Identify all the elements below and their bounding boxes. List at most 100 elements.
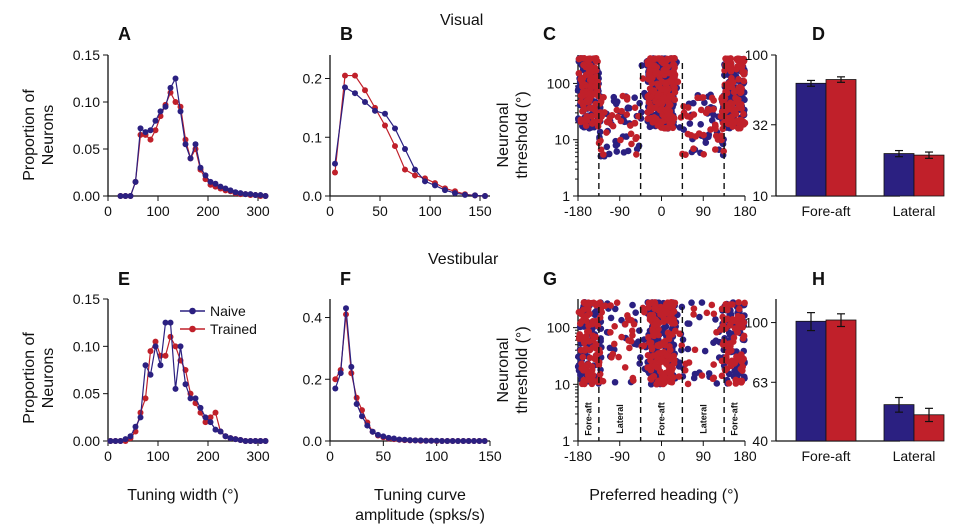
data-point bbox=[736, 124, 744, 132]
legend-naive-marker bbox=[189, 307, 196, 315]
data-point bbox=[177, 343, 184, 350]
data-point bbox=[422, 178, 428, 185]
y-tick-label: 0.15 bbox=[73, 47, 100, 63]
y-tick-label: 32 bbox=[752, 117, 768, 133]
data-point bbox=[611, 340, 618, 348]
data-point bbox=[735, 96, 742, 103]
data-point bbox=[580, 106, 588, 113]
data-point bbox=[192, 395, 199, 402]
data-point bbox=[656, 106, 664, 114]
panel-e: 0 100 200 300 0.00 0.05 0.10 0.15 bbox=[73, 291, 270, 464]
data-point bbox=[337, 370, 344, 377]
data-point bbox=[710, 310, 718, 318]
data-point bbox=[652, 305, 659, 313]
x-tick-label: 100 bbox=[146, 203, 170, 219]
data-point bbox=[650, 61, 658, 69]
data-point bbox=[727, 362, 735, 370]
data-point bbox=[586, 354, 594, 362]
data-point bbox=[740, 77, 748, 85]
data-point bbox=[197, 404, 204, 411]
data-point bbox=[579, 365, 587, 373]
data-point bbox=[162, 103, 169, 110]
data-point bbox=[580, 334, 588, 341]
data-point bbox=[232, 189, 239, 196]
data-point bbox=[660, 94, 668, 102]
data-point bbox=[580, 61, 587, 69]
data-point bbox=[609, 122, 617, 130]
data-point bbox=[407, 437, 413, 444]
data-point bbox=[691, 346, 699, 354]
y-tick-label: 10 bbox=[752, 188, 768, 204]
data-point bbox=[698, 299, 706, 306]
data-point bbox=[586, 104, 593, 112]
data-point bbox=[738, 313, 746, 321]
data-point bbox=[147, 136, 154, 143]
data-point bbox=[591, 311, 599, 319]
data-point bbox=[257, 438, 264, 444]
data-point bbox=[738, 377, 746, 385]
svg-text:Proportion of: Proportion of bbox=[21, 332, 38, 424]
region-label: Lateral bbox=[698, 404, 708, 434]
region-label: Fore-aft bbox=[584, 402, 594, 436]
x-tick-label: 150 bbox=[468, 203, 492, 219]
data-point bbox=[646, 104, 654, 112]
data-point bbox=[587, 67, 595, 75]
data-point bbox=[589, 371, 597, 379]
data-point bbox=[657, 358, 664, 366]
data-point bbox=[675, 373, 683, 380]
x-tick-label: -180 bbox=[564, 203, 592, 219]
data-point bbox=[729, 78, 737, 86]
section-title-vestibular: Vestibular bbox=[428, 251, 499, 268]
data-point bbox=[690, 311, 697, 318]
bar bbox=[795, 320, 827, 442]
data-point bbox=[660, 66, 668, 74]
data-point bbox=[362, 87, 368, 94]
data-point bbox=[172, 75, 179, 82]
y-tick-label: 10 bbox=[554, 376, 570, 392]
panel-b: 0 50 100 150 0.0 0.1 0.2 bbox=[303, 55, 492, 219]
data-point bbox=[592, 351, 600, 359]
data-point bbox=[428, 437, 435, 444]
data-point bbox=[678, 303, 686, 311]
data-point bbox=[700, 150, 708, 158]
svg-text:threshold (°): threshold (°) bbox=[514, 91, 531, 178]
data-point bbox=[222, 433, 229, 440]
data-point bbox=[252, 438, 259, 444]
bar bbox=[825, 79, 857, 197]
data-point bbox=[668, 378, 676, 386]
y-tick-label: 1 bbox=[562, 188, 570, 204]
data-point bbox=[618, 333, 625, 341]
data-point bbox=[663, 55, 671, 63]
data-point bbox=[739, 363, 747, 371]
data-point bbox=[644, 94, 652, 101]
data-point bbox=[433, 437, 440, 444]
data-point bbox=[636, 327, 643, 334]
x-tick-label: 50 bbox=[376, 448, 392, 464]
data-point bbox=[659, 380, 667, 388]
data-point bbox=[727, 68, 735, 75]
series-line-naive bbox=[334, 308, 485, 442]
data-point bbox=[182, 141, 189, 148]
data-point bbox=[661, 337, 669, 345]
data-point bbox=[613, 299, 621, 307]
data-point bbox=[684, 380, 692, 388]
data-point bbox=[412, 437, 419, 444]
data-point bbox=[577, 55, 585, 62]
data-point bbox=[603, 143, 611, 151]
data-point bbox=[680, 103, 687, 110]
data-point bbox=[127, 193, 134, 199]
data-point bbox=[617, 117, 625, 125]
data-point bbox=[582, 122, 590, 129]
panel-h: 40 63 100 Fore-aft Lateral bbox=[745, 299, 945, 464]
y-tick-label: 0.2 bbox=[303, 371, 323, 387]
data-point bbox=[663, 352, 671, 359]
data-point bbox=[709, 375, 717, 383]
data-point bbox=[611, 378, 619, 386]
data-point bbox=[688, 299, 695, 306]
data-point bbox=[596, 128, 604, 136]
data-point bbox=[217, 428, 224, 435]
data-point bbox=[582, 317, 590, 325]
data-point bbox=[690, 99, 697, 107]
data-point bbox=[624, 312, 631, 319]
data-point bbox=[631, 104, 639, 111]
